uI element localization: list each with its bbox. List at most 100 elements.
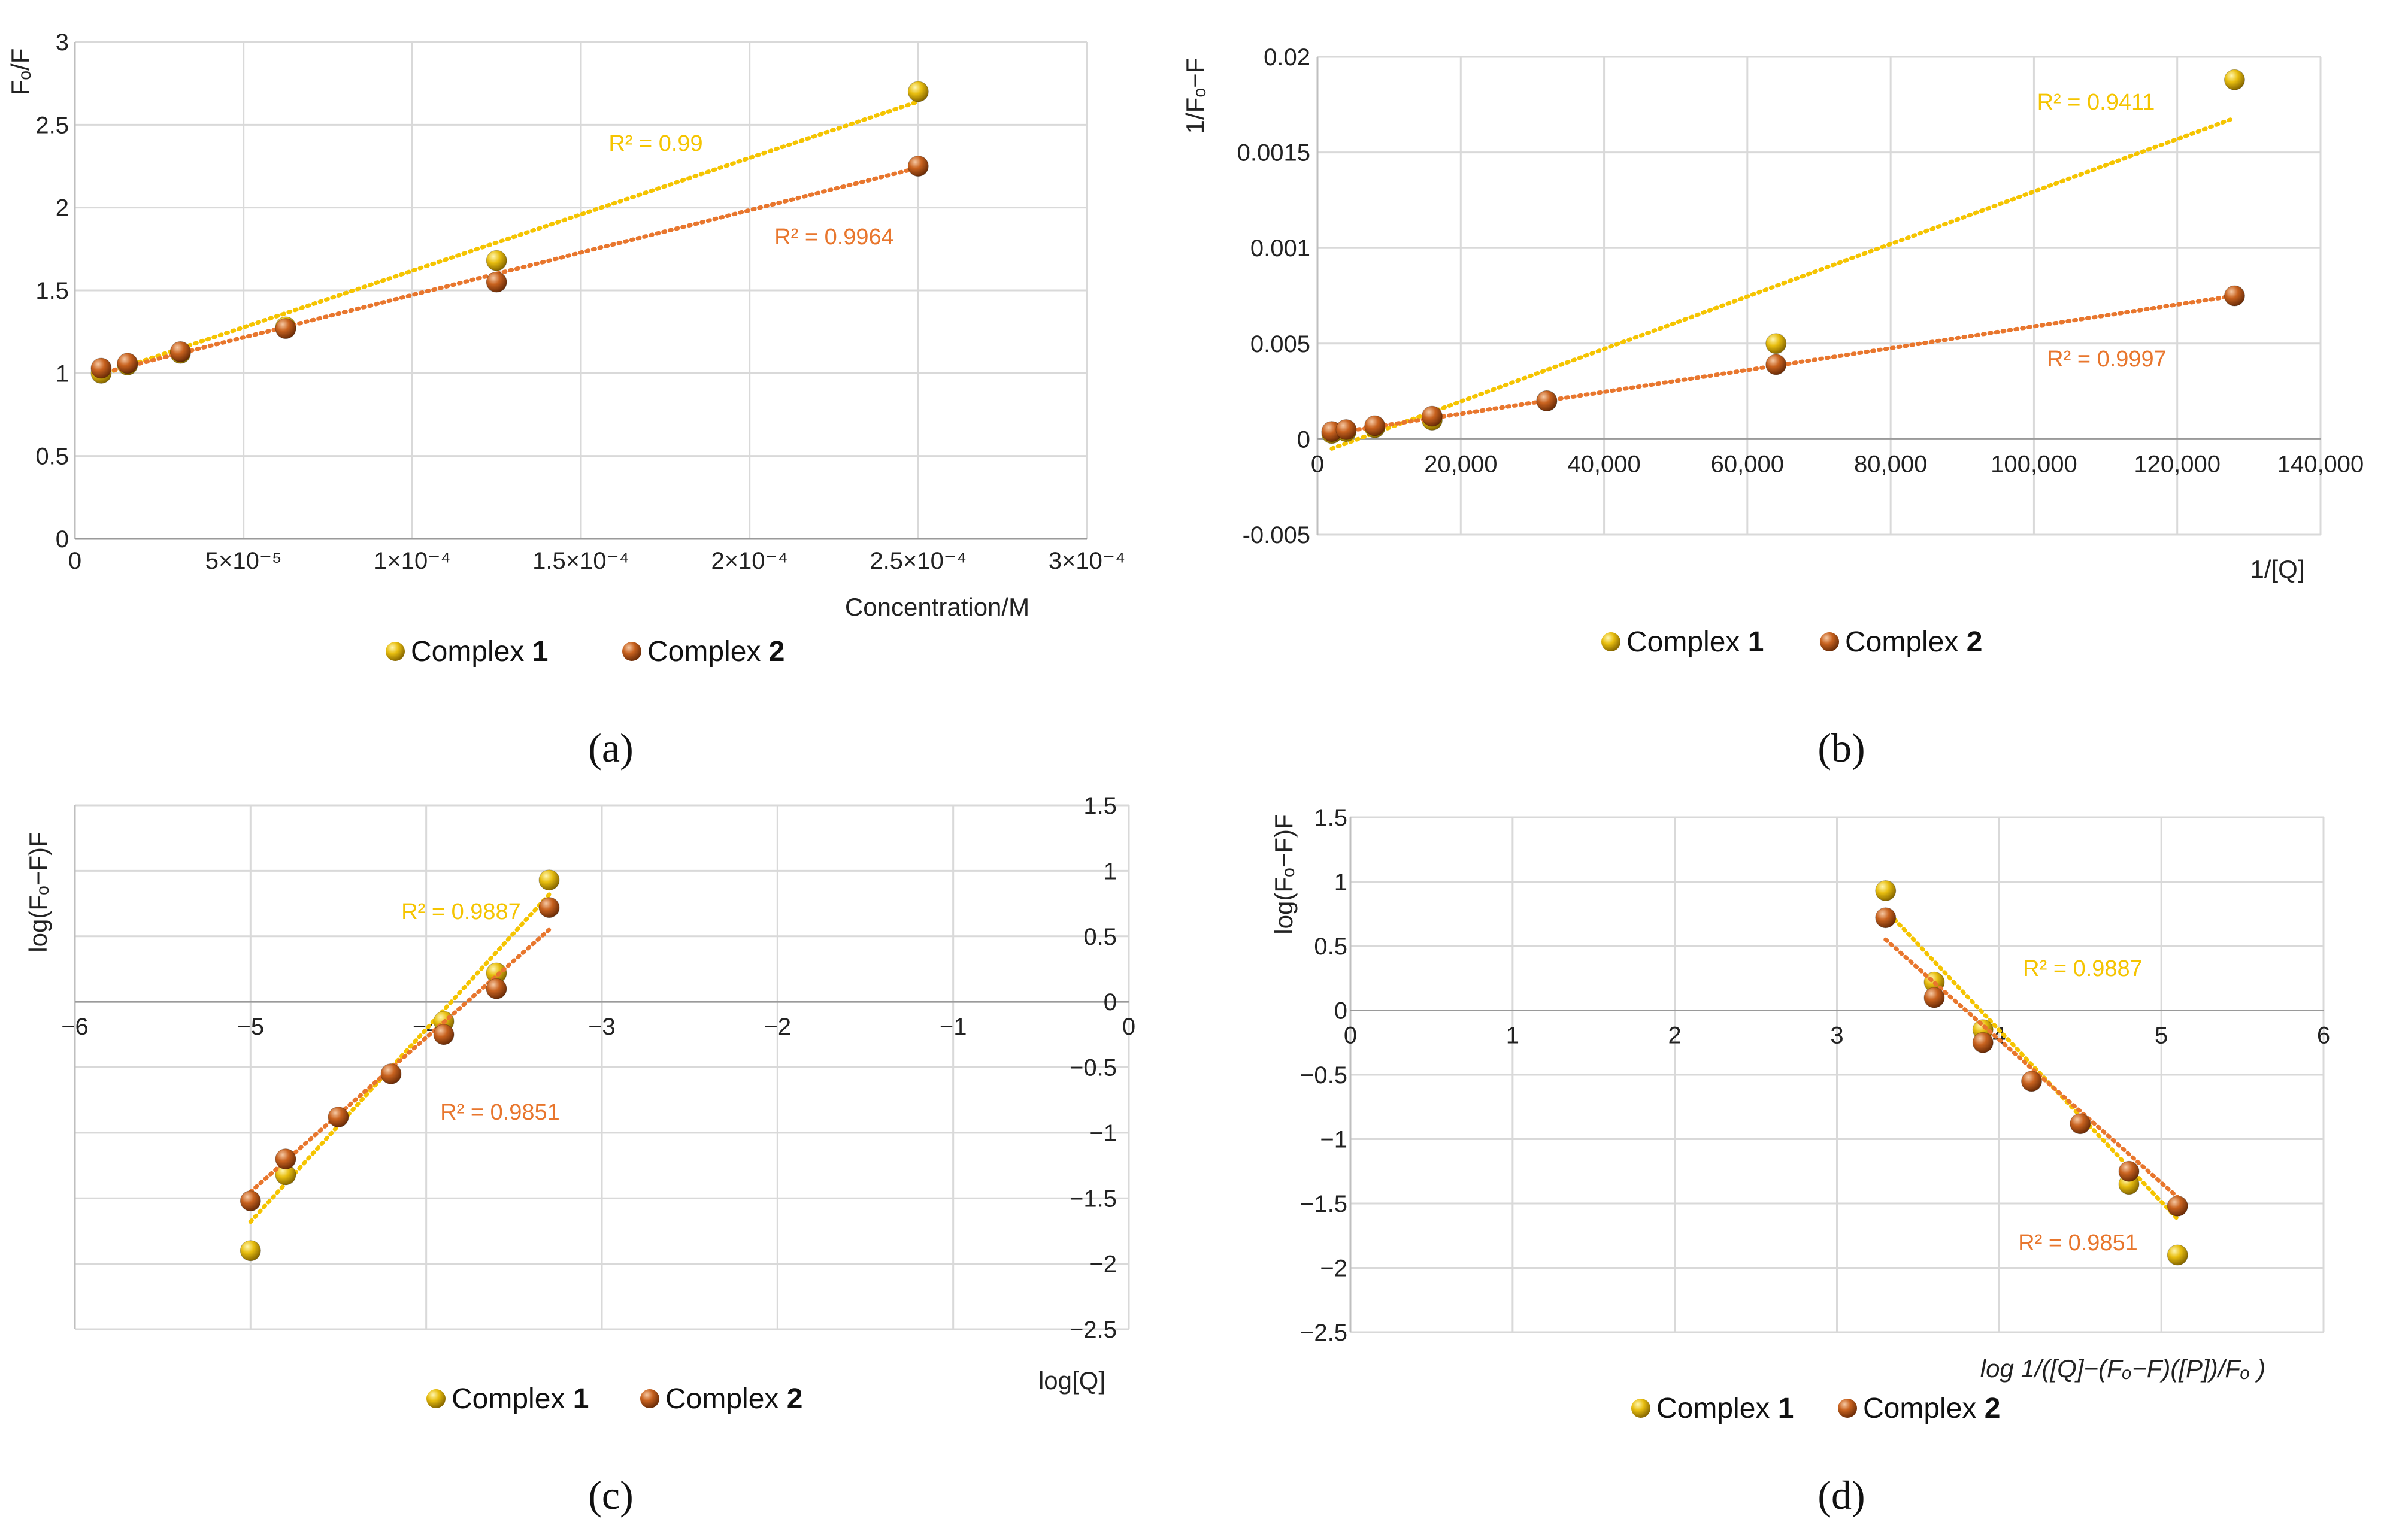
y-tick-label: 1.5 [1083,793,1117,819]
y-tick-label: −0.5 [1300,1062,1347,1089]
data-point [2167,1244,2188,1266]
y-tick-label: 0.5 [35,444,69,470]
data-point [240,1190,261,1212]
y-tick-label: −1 [1320,1127,1347,1153]
x-tick-label: 5×10⁻⁵ [205,548,282,574]
x-tick-label: 100,000 [1991,451,2077,477]
y-tick-label: 0.5 [1314,933,1347,960]
data-point [2118,1160,2140,1182]
data-point [2021,1071,2042,1092]
r2-label: R² = 0.9851 [2018,1230,2138,1256]
y-tick-label: −2.5 [1070,1317,1117,1343]
x-tick-label: 0 [68,548,81,574]
chart-b: 0 20,000 40,000 60,000 80,000 100,000 120,000 1… [1181,44,2364,771]
y-tick-label: 0.5 [1083,924,1117,950]
data-point [538,897,560,918]
legend-number: 1 [532,636,549,668]
data-point [907,81,929,102]
legend-text: Complex [1656,1393,1778,1424]
series-complex-2: R² = 0.9997 [1321,285,2245,442]
y-tick-label: 2.5 [35,112,69,138]
legend-number: 1 [1748,626,1764,658]
chart-c: −6−5−4−3−2−10−2.5−2−1.5−1−0.500.511.5log… [24,793,1135,1518]
r2-label: R² = 0.9887 [2023,956,2143,981]
legend-text: Complex [1863,1393,1985,1424]
legend-marker [426,1389,446,1408]
x-tick-label: −3 [588,1014,616,1040]
legend-marker [1820,632,1839,651]
data-point [328,1107,349,1128]
data-point [1972,1032,1994,1053]
r2-label: R² = 0.9887 [401,899,521,924]
legend: Complex 1 Complex 2 [1631,1393,2000,1424]
data-point [275,1148,296,1170]
y-tick-label: 0 [1104,989,1117,1015]
data-point [1875,907,1897,929]
series-complex-1: R² = 0.9887 [240,869,560,1262]
y-tick-label: 3 [56,29,69,56]
x-tick-label: 0 [1344,1023,1357,1049]
series-complex-2: R² = 0.9964 [90,156,929,379]
y-tick-label: 1 [56,360,69,387]
x-tick-label: 1.5×10⁻⁴ [532,548,629,574]
data-point [117,353,138,374]
legend-text: Complex [411,636,532,668]
data-point [275,318,296,339]
legend-entry: Complex 2 [665,1383,802,1415]
legend-text: Complex [1845,626,1967,658]
data-point [486,978,507,999]
y-tick-label: −2 [1089,1251,1117,1278]
data-point [1335,419,1357,440]
y-tick-label: −1.5 [1070,1186,1117,1212]
legend-number: 2 [769,636,785,668]
trendline [1883,937,2180,1199]
legend-number: 1 [1778,1393,1794,1424]
y-tick-label: −0.5 [1070,1055,1117,1081]
panel-label: (d) [1817,1472,1865,1518]
y-tick-label: 0 [56,526,69,553]
data-point [1875,880,1897,902]
legend-entry: Complex 2 [1863,1393,2000,1424]
y-tick-label: 0.02 [1264,44,1310,71]
x-tick-label: 2 [1668,1023,1682,1049]
chart-d: 0 1 2 3 4 5 6 −2.5 −2 −1.5 −1 −0.5 0 0.5 1 1.5 log(Fₒ−F)… [1270,805,2330,1518]
y-tick-label: 0.001 [1250,235,1310,262]
chart-a: 0 5×10⁻⁵ 1×10⁻⁴ 1.5×10⁻⁴ 2×10⁻⁴ 2.5×10⁻⁴ 3×10⁻… [6,29,1125,771]
x-tick-label: 2.5×10⁻⁴ [870,548,967,574]
data-point [1364,415,1386,436]
data-point [90,357,112,379]
y-tick-label: 2 [56,195,69,222]
y-tick-label: -0.005 [1243,522,1310,548]
y-tick-label: 1.5 [35,278,69,304]
y-tick-label: 0 [1297,426,1310,453]
legend-marker [1601,632,1620,651]
data-point [486,271,507,293]
legend-entry: Complex 2 [1845,626,1982,658]
data-point [2224,285,2245,307]
x-axis-label: 1/[Q] [2250,555,2304,583]
legend: Complex 1 Complex 2 [1601,626,1982,658]
x-tick-label: −1 [940,1014,967,1040]
legend-text: Complex [1626,626,1748,658]
trendline [248,927,552,1194]
x-tick-label: −2 [764,1014,792,1040]
data-point [433,1024,455,1045]
x-axis-label: log 1/([Q]−(Fₒ−F)([P])/Fₒ ) [1980,1354,2266,1383]
data-point [1421,405,1443,427]
y-tick-label: −1.5 [1300,1191,1347,1217]
y-tick-label: 0 [1334,998,1347,1024]
x-tick-label: 4 [1992,1023,2006,1049]
legend-entry: Complex 1 [1656,1393,1794,1424]
panel-label: (c) [588,1472,633,1518]
y-tick-label: 0.0015 [1237,140,1310,166]
legend-entry: Complex 1 [1626,626,1764,658]
y-tick-label: 0.005 [1250,331,1310,357]
y-tick-label: −1 [1089,1120,1117,1147]
legend-number: 2 [787,1383,803,1415]
r2-label: R² = 0.9964 [774,225,894,250]
data-point [380,1063,402,1084]
x-tick-label: 1×10⁻⁴ [374,548,450,574]
data-point [169,341,191,362]
data-point [907,156,929,177]
